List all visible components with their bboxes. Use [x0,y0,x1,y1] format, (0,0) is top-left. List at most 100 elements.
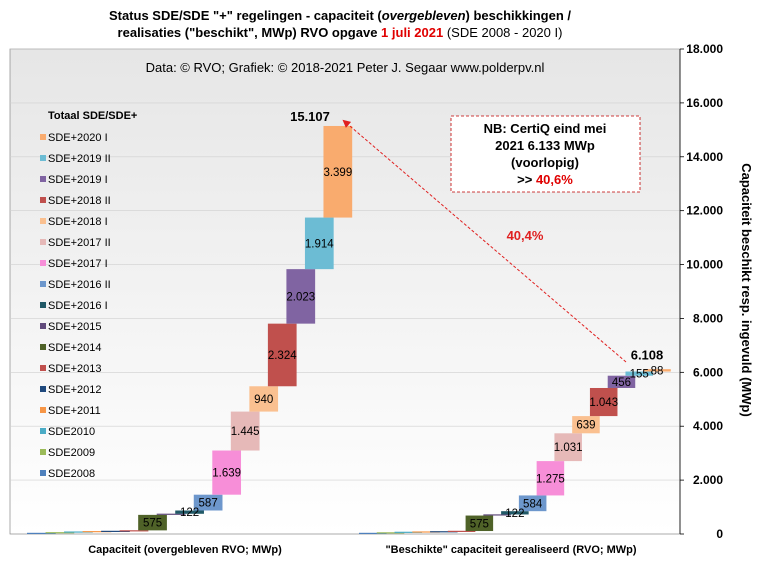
y-axis: 0 2.000 4.000 6.000 8.000 10.000 12.000 14.000 1… [679,42,723,541]
ratio-arrow-label: 40,4% [507,228,544,243]
y-tick-label: 16.000 [686,96,723,110]
bar-value-label: 456 [612,377,631,389]
legend-label: SDE+2011 [48,405,101,417]
legend-swatch [40,302,46,308]
bar-sde-2015 [483,514,511,516]
bar-sde-2020-i [643,369,671,372]
y-tick-label: 18.000 [686,42,723,56]
bar-value-label: 88 [651,365,664,377]
bar-sde-2019-ii [304,217,334,270]
bar-sde2009 [45,532,75,534]
note-line4: >> 40,6% [517,172,573,187]
y-tick-label: 6.000 [693,365,723,379]
legend-swatch [40,239,46,245]
bar-sde-2019-ii [625,371,654,376]
bar-value-label: 1.639 [212,468,241,480]
bar-value-label: 3.399 [323,167,352,179]
bars [27,125,671,534]
legend-title: Totaal SDE/SDE+ [48,110,137,122]
y-tick-label: 10.000 [686,258,723,272]
chart-title-line2: realisaties ("beschikt", MWp) RVO opgave… [118,25,563,40]
bar-sde-2016-i [501,511,529,515]
legend-label: SDE+2016 II [48,279,111,291]
bar-sde-2017-ii [554,433,582,462]
y-axis-title: Capaciteit beschikt resp. ingevuld (MWp) [739,163,754,417]
y-tick-label: 14.000 [686,150,723,164]
bar-value-label: 122 [505,508,524,520]
legend-label: SDE+2013 [48,363,102,375]
bar-sde2010 [394,531,423,533]
total-label-capacity: 15.107 [290,109,330,124]
bar-value-label: 639 [576,420,595,432]
bar-sde-2018-ii [267,323,297,387]
legend-swatch [40,260,46,266]
legend-swatch [40,218,46,224]
bar-sde-2014 [138,514,167,531]
bar-sde-2020-i [323,125,353,218]
legend-label: SDE+2015 [48,321,102,333]
legend-swatch [40,197,46,203]
bar-sde2010 [64,531,93,533]
legend-swatch [40,176,46,182]
legend-label: SDE+2018 I [48,216,108,228]
bar-value-label: 1.043 [589,397,618,409]
legend: SDE+2020 I SDE+2019 II SDE+2019 I SDE+2018 … [40,132,111,480]
legend-label: SDE2009 [48,447,95,459]
bar-sde-2011 [412,531,440,533]
bar-sde-2011 [82,531,112,533]
bar-sde-2017-i [212,450,242,495]
legend-swatch [40,323,46,329]
y-tick-label: 0 [716,527,723,541]
legend-label: SDE+2017 I [48,258,108,270]
legend-label: SDE+2019 II [48,153,111,165]
legend-label: SDE2010 [48,426,95,438]
bar-value-label: 2.324 [268,350,297,362]
bar-sde-2017-ii [230,411,260,451]
legend-label: SDE+2012 [48,384,102,396]
bar-value-label: 940 [254,394,273,406]
bar-value-label: 575 [143,518,162,530]
note-line1: NB: CertiQ eind mei [484,121,607,136]
title-date: 1 juli 2021 [381,25,443,40]
bar-sde2008 [27,532,56,534]
bar-value-label: 1.445 [231,426,260,438]
chart-title-line1: Status SDE/SDE "+" regelingen - capacite… [109,8,571,23]
bar-sde-2019-i [607,375,636,388]
legend-swatch [40,470,46,476]
bar-sde-2013 [447,530,476,532]
legend-swatch [40,155,46,161]
note-line2: 2021 6.133 MWp [495,138,595,153]
total-label-realised: 6.108 [631,347,664,362]
legend-label: SDE+2019 I [48,174,108,186]
legend-label: SDE+2017 II [48,237,111,249]
bar-sde-2013 [119,530,149,532]
bar-value-label: 1.914 [305,238,334,250]
bar-sde-2016-ii [193,494,223,511]
bar-sde-2019-i [286,269,316,324]
y-tick-label: 8.000 [693,311,723,325]
bar-sde-2012 [430,531,458,533]
bar-value-label: 2.023 [286,291,315,303]
credit-text: Data: © RVO; Grafiek: © 2018-2021 Peter … [146,60,545,75]
y-tick-label: 4.000 [693,419,723,433]
bar-sde-2016-ii [518,495,547,512]
bar-value-label: 122 [180,507,199,519]
bar-sde-2017-i [536,461,565,496]
legend-label: SDE+2018 II [48,195,111,207]
y-tick-label: 12.000 [686,204,723,218]
bar-sde-2014 [465,515,494,532]
bar-sde-2012 [101,530,130,532]
legend-swatch [40,281,46,287]
y-tick-label: 2.000 [693,473,723,487]
bar-sde-2015 [156,513,186,515]
bar-sde-2018-ii [589,387,618,417]
bar-value-label: 575 [470,518,489,530]
legend-label: SDE+2016 I [48,300,108,312]
bar-value-label: 584 [523,498,543,510]
note-box [450,115,641,193]
x-category-label: "Beschikte" capaciteit gerealiseerd (RVO… [385,544,636,556]
legend-swatch [40,134,46,140]
legend-label: SDE+2020 I [48,132,108,144]
bar-value-label: 587 [199,498,218,510]
